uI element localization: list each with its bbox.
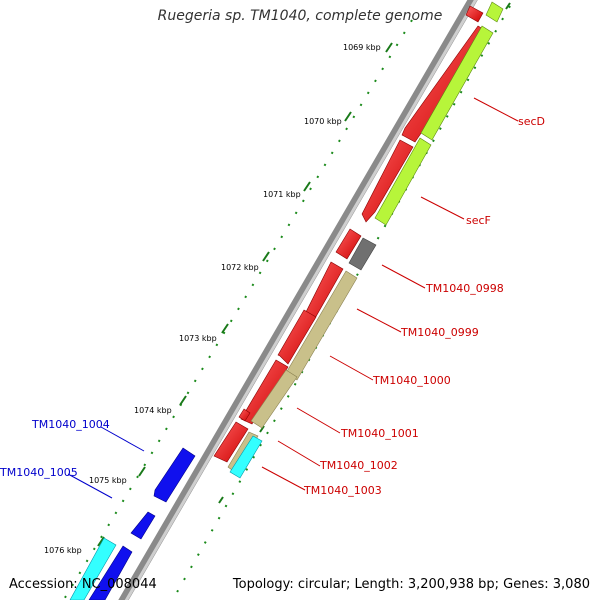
gene-label-secD[interactable]: secD (518, 115, 545, 128)
gene-label-0999[interactable]: TM1040_0999 (400, 326, 479, 339)
leader-line (296, 407, 341, 434)
scale-tick (303, 181, 311, 192)
feature-0998 (348, 237, 377, 271)
leader-line (381, 264, 426, 289)
cds-arrow-1002[interactable] (213, 421, 249, 463)
genome-backbone-highlight (124, 0, 478, 600)
outer-tick (259, 425, 265, 433)
feature-1003 (229, 435, 263, 479)
cds-arrow-1002a[interactable] (238, 408, 251, 422)
scale-tick (262, 251, 270, 262)
outer-tick (505, 2, 511, 10)
feature-1000 (250, 369, 298, 429)
leader-line (356, 308, 402, 333)
leader-line (100, 426, 145, 452)
feature-secD (420, 25, 494, 141)
accession-text: Accession: NC_008044 (9, 577, 157, 592)
scale-tick (138, 466, 146, 477)
leader-line (420, 196, 465, 220)
scale-label: 1074 kbp (134, 406, 172, 415)
gene-label-1001[interactable]: TM1040_1001 (340, 427, 419, 440)
scale-tick (221, 323, 229, 334)
genome-summary: Topology: circular; Length: 3,200,938 bp… (232, 577, 590, 592)
scale-tick (385, 42, 393, 53)
feature-reverse-cyan (69, 537, 117, 600)
feature-secF (374, 137, 432, 226)
cds-arrow-secF[interactable] (361, 139, 414, 223)
genome-backbone (118, 0, 478, 600)
cds-arrow-0998[interactable] (335, 228, 362, 260)
leader-line (329, 355, 374, 381)
leader-line (277, 440, 321, 467)
inner-dot-track (62, 19, 413, 600)
leader-line (261, 466, 306, 491)
map-title: Ruegeria sp. TM1040, complete genome (157, 8, 443, 24)
leader-line (473, 97, 519, 122)
gene-label-1005[interactable]: TM1040_1005 (0, 466, 78, 479)
gene-label-1000[interactable]: TM1040_1000 (372, 374, 451, 387)
scale-label: 1072 kbp (221, 263, 259, 272)
feature-0999 (285, 270, 358, 381)
outer-tick (218, 496, 224, 504)
cds-arrow-secD[interactable] (465, 5, 484, 23)
scale-tick (179, 395, 187, 406)
feature-lime-top (485, 1, 504, 23)
scale-ticks (97, 42, 393, 547)
scale-label: 1076 kbp (44, 546, 82, 555)
cds-arrow-1004[interactable] (153, 447, 196, 503)
leader-line (67, 473, 113, 499)
outer-dot-track (175, 5, 511, 595)
gene-label-1003[interactable]: TM1040_1003 (303, 484, 382, 497)
cds-arrow-1001[interactable] (240, 359, 289, 425)
gene-label-1004[interactable]: TM1040_1004 (31, 418, 110, 431)
scale-label: 1073 kbp (179, 334, 217, 343)
gene-label-1002[interactable]: TM1040_1002 (319, 459, 398, 472)
scale-label: 1070 kbp (304, 117, 342, 126)
gene-label-secF[interactable]: secF (466, 214, 491, 227)
gene-label-0998[interactable]: TM1040_0998 (425, 282, 504, 295)
scale-tick (344, 111, 352, 122)
scale-label: 1071 kbp (263, 190, 301, 199)
cds-arrow-1005[interactable] (130, 511, 156, 540)
cds-arrow-reverse-3[interactable] (88, 545, 133, 600)
scale-label: 1069 kbp (343, 43, 381, 52)
scale-label: 1075 kbp (89, 476, 127, 485)
cds-arrow-1000[interactable] (277, 309, 317, 365)
scale-tick (97, 536, 105, 547)
